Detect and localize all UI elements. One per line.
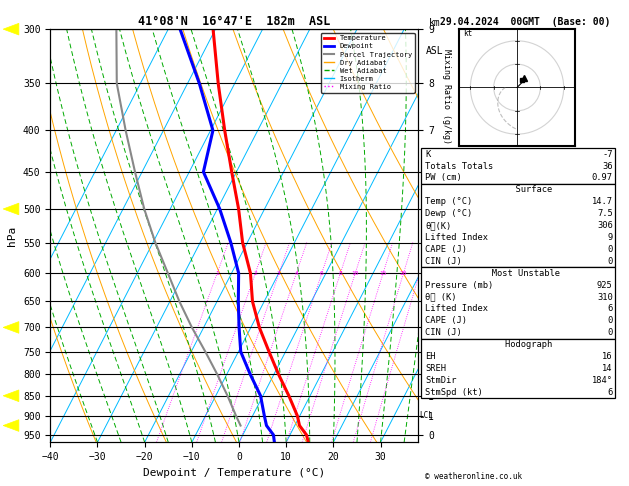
Text: Lifted Index: Lifted Index: [425, 304, 488, 313]
Text: 10: 10: [352, 271, 359, 276]
Text: CAPE (J): CAPE (J): [425, 316, 467, 326]
Text: Lifted Index: Lifted Index: [425, 233, 488, 242]
Text: Totals Totals: Totals Totals: [425, 161, 494, 171]
Text: K: K: [425, 150, 430, 159]
Text: CAPE (J): CAPE (J): [425, 245, 467, 254]
Text: StmDir: StmDir: [425, 376, 457, 385]
Text: 6: 6: [608, 388, 613, 397]
Text: 0.97: 0.97: [592, 174, 613, 183]
Text: 8: 8: [338, 271, 342, 276]
Text: 36: 36: [602, 161, 613, 171]
Text: SREH: SREH: [425, 364, 446, 373]
Text: 15: 15: [379, 271, 387, 276]
Text: 6: 6: [608, 304, 613, 313]
Text: 29.04.2024  00GMT  (Base: 00): 29.04.2024 00GMT (Base: 00): [440, 17, 610, 27]
Text: 0: 0: [608, 316, 613, 326]
X-axis label: Dewpoint / Temperature (°C): Dewpoint / Temperature (°C): [143, 468, 325, 478]
Text: 20: 20: [400, 271, 407, 276]
Text: © weatheronline.co.uk: © weatheronline.co.uk: [425, 472, 521, 481]
Legend: Temperature, Dewpoint, Parcel Trajectory, Dry Adiabat, Wet Adiabat, Isotherm, Mi: Temperature, Dewpoint, Parcel Trajectory…: [321, 33, 415, 93]
Text: StmSpd (kt): StmSpd (kt): [425, 388, 483, 397]
Text: PW (cm): PW (cm): [425, 174, 462, 183]
Text: Hodograph: Hodograph: [484, 340, 552, 349]
Text: Pressure (mb): Pressure (mb): [425, 280, 494, 290]
Text: 14: 14: [602, 364, 613, 373]
Text: 14.7: 14.7: [592, 197, 613, 207]
Y-axis label: hPa: hPa: [8, 226, 18, 246]
Text: ASL: ASL: [426, 46, 443, 56]
Title: 41°08'N  16°47'E  182m  ASL: 41°08'N 16°47'E 182m ASL: [138, 15, 330, 28]
Text: 306: 306: [597, 221, 613, 230]
Text: 184°: 184°: [592, 376, 613, 385]
Text: 6: 6: [320, 271, 324, 276]
Text: Temp (°C): Temp (°C): [425, 197, 472, 207]
Text: kt: kt: [464, 29, 472, 38]
Text: LCL: LCL: [420, 411, 433, 420]
Text: θᴇ(K): θᴇ(K): [425, 221, 452, 230]
Text: 0: 0: [608, 328, 613, 337]
Text: 3: 3: [277, 271, 281, 276]
Text: Surface: Surface: [484, 185, 552, 194]
Text: 0: 0: [608, 245, 613, 254]
Text: 310: 310: [597, 293, 613, 302]
Text: EH: EH: [425, 352, 436, 361]
Text: Dewp (°C): Dewp (°C): [425, 209, 472, 218]
Text: Mixing Ratio (g/kg): Mixing Ratio (g/kg): [442, 49, 451, 144]
Text: 7.5: 7.5: [597, 209, 613, 218]
Text: 9: 9: [608, 233, 613, 242]
Text: CIN (J): CIN (J): [425, 257, 462, 266]
Text: 925: 925: [597, 280, 613, 290]
Text: 2: 2: [253, 271, 257, 276]
Text: 0: 0: [608, 257, 613, 266]
Text: Most Unstable: Most Unstable: [476, 269, 560, 278]
Text: 4: 4: [294, 271, 298, 276]
Text: 1: 1: [215, 271, 219, 276]
Text: θᴇ (K): θᴇ (K): [425, 293, 457, 302]
Text: 16: 16: [602, 352, 613, 361]
Text: km: km: [429, 18, 441, 29]
Text: -7: -7: [602, 150, 613, 159]
Text: CIN (J): CIN (J): [425, 328, 462, 337]
